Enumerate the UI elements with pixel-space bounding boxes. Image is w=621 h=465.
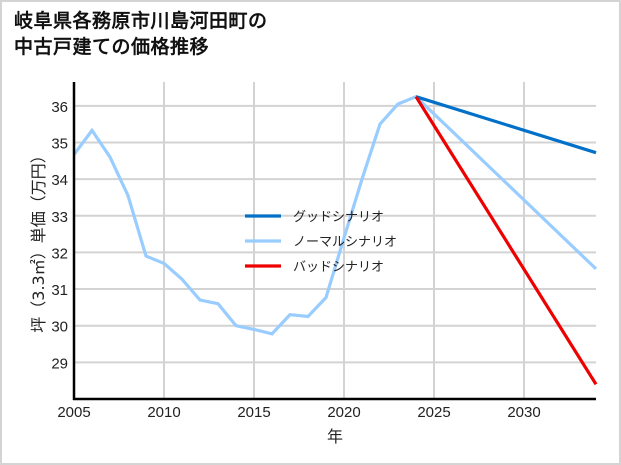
x-tick-label: 2020 bbox=[327, 404, 360, 421]
y-tick-label: 33 bbox=[51, 209, 68, 226]
x-tick-label: 2010 bbox=[147, 404, 180, 421]
legend-label: ノーマルシナリオ bbox=[293, 235, 397, 250]
chart-title-line-1: 岐阜県各務原市川島河田町の bbox=[14, 10, 268, 32]
y-tick-label: 32 bbox=[51, 245, 68, 262]
series-line-1 bbox=[72, 94, 598, 336]
x-tick-label: 2015 bbox=[237, 404, 270, 421]
series-line-0 bbox=[415, 95, 597, 155]
y-axis-label: 坪（3.3㎡）単価（万円） bbox=[29, 147, 48, 332]
y-tick-label: 29 bbox=[51, 355, 68, 372]
gridlines bbox=[74, 82, 596, 399]
chart-title: 岐阜県各務原市川島河田町の 中古戸建ての価格推移 bbox=[14, 8, 268, 60]
data-series bbox=[72, 94, 598, 386]
x-axis-label: 年 bbox=[327, 427, 343, 446]
y-tick-label: 30 bbox=[51, 319, 68, 336]
x-tick-label: 2025 bbox=[417, 404, 450, 421]
tick-labels: 29 30 31 32 33 34 35 36 2005 2010 2015 2020 2025 2030 bbox=[51, 99, 540, 421]
series-line-2 bbox=[414, 95, 598, 386]
x-tick-label: 2030 bbox=[507, 404, 540, 421]
y-tick-label: 35 bbox=[51, 135, 68, 152]
y-tick-label: 31 bbox=[51, 282, 68, 299]
x-tick-label: 2005 bbox=[57, 404, 90, 421]
legend-label: バッドシナリオ bbox=[293, 260, 384, 275]
y-tick-label: 36 bbox=[51, 99, 68, 116]
axes bbox=[72, 82, 596, 401]
y-tick-label: 34 bbox=[51, 172, 68, 189]
legend-label: グッドシナリオ bbox=[293, 210, 384, 225]
chart-title-line-2: 中古戸建ての価格推移 bbox=[14, 36, 210, 58]
